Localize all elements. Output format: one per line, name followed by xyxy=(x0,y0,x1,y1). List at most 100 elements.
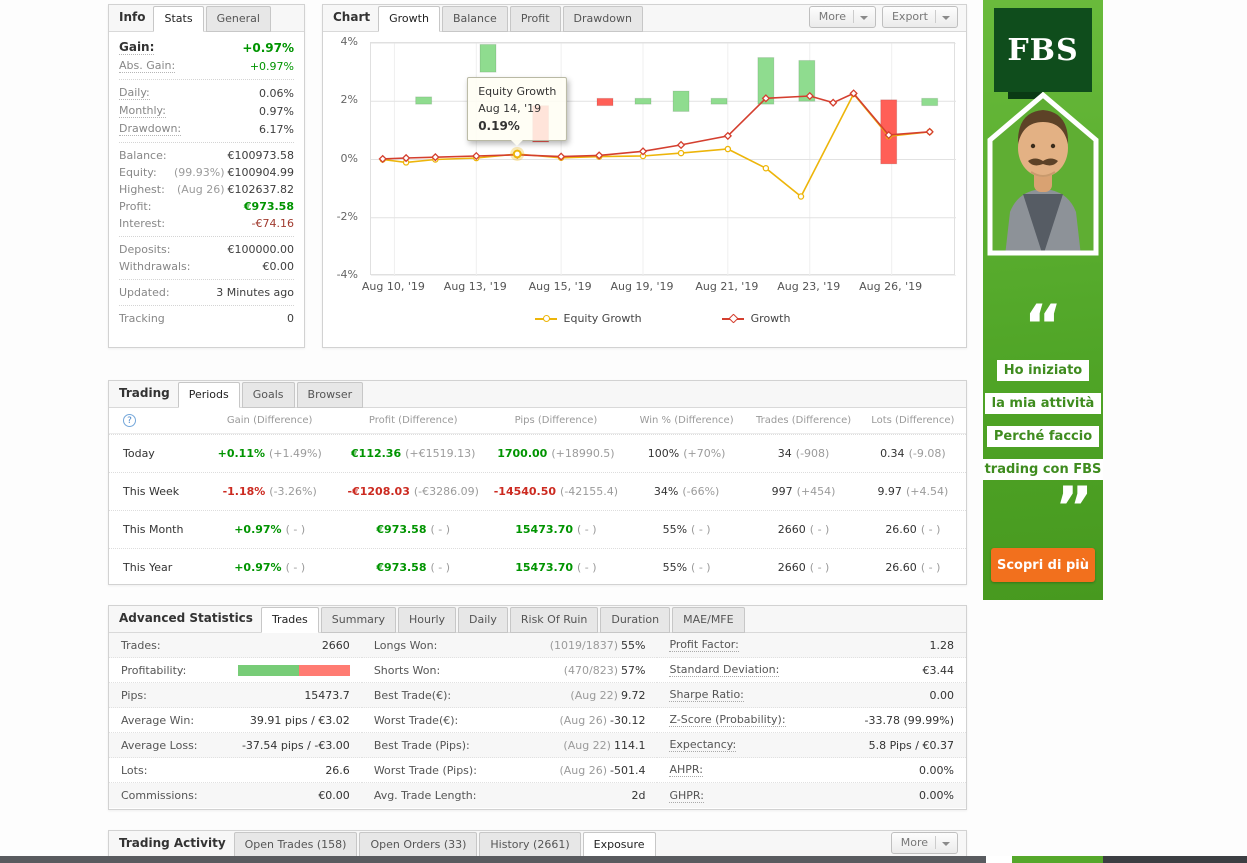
stat-label: Standard Deviation: xyxy=(669,663,780,677)
cell-diff: (+454) xyxy=(796,485,836,498)
tab-history[interactable]: History (2661) xyxy=(479,832,581,858)
advanced-statistics-panel: Advanced Statistics Trades Summary Hourl… xyxy=(108,605,967,810)
info-row-deposits: Deposits: €100000.00 xyxy=(119,241,294,258)
cell-value: 15473.70 xyxy=(515,523,574,536)
info-row-drawdown: Drawdown: 6.17% xyxy=(119,120,294,138)
stat-label: Trades: xyxy=(121,638,161,652)
info-value: 0 xyxy=(287,312,294,325)
stat-label: Expectancy: xyxy=(669,738,737,752)
info-panel: Info Stats General Gain: +0.97% Abs. Gai… xyxy=(108,4,305,348)
chart-panel-header: Chart Growth Balance Profit Drawdown Mor… xyxy=(323,5,966,32)
cell-value: 26.60 xyxy=(885,561,917,574)
stat-value: 0.00 xyxy=(929,688,954,702)
tab-general[interactable]: General xyxy=(205,6,271,32)
fbs-ad-banner[interactable]: FBS “ Ho iniziato la mia attività Perché… xyxy=(983,0,1103,600)
period-label: This Year xyxy=(123,561,173,574)
activity-panel-title: Trading Activity xyxy=(119,836,226,850)
tab-trades[interactable]: Trades xyxy=(260,607,319,633)
cell-value: +0.97% xyxy=(234,523,282,536)
ad-cta-button[interactable]: Scopri di più xyxy=(991,548,1095,582)
tab-mae-mfe[interactable]: MAE/MFE xyxy=(672,607,745,633)
stat-value: -37.54 pips / -€3.00 xyxy=(241,738,350,752)
profitability-bar-red xyxy=(299,664,350,676)
info-value: 3 Minutes ago xyxy=(216,286,294,299)
tab-profit[interactable]: Profit xyxy=(509,6,561,32)
trader-portrait-image xyxy=(987,92,1099,256)
stat-value: 39.91 pips / €3.02 xyxy=(249,713,350,727)
cell-diff: (+4.54) xyxy=(905,485,949,498)
y-axis-label: -2% xyxy=(336,209,358,223)
info-label: Monthly: xyxy=(119,104,166,118)
tab-growth[interactable]: Growth xyxy=(378,6,440,32)
stat-value: €0.00 xyxy=(318,789,350,802)
legend-equity-growth[interactable]: Equity Growth xyxy=(534,312,642,325)
advanced-row: Pips: 15473.7 Best Trade(€): (Aug 22) 9.72 … xyxy=(109,683,966,708)
growth-chart[interactable]: 4% 2% 0% -2% -4% Equity Growth Aug 14, '19 0… xyxy=(323,32,966,325)
advanced-row: Profitability: Shorts Won: (470/823) 57% S… xyxy=(109,658,966,683)
tab-duration[interactable]: Duration xyxy=(600,607,671,633)
tab-hourly[interactable]: Hourly xyxy=(397,607,457,633)
chart-export-button[interactable]: Export xyxy=(881,6,958,28)
y-axis-label: 2% xyxy=(340,93,358,107)
chart-x-axis: Aug 10, '19 Aug 13, '19 Aug 15, '19 Aug 19,… xyxy=(362,280,955,296)
tab-periods[interactable]: Periods xyxy=(177,382,240,408)
tab-risk-of-ruin[interactable]: Risk Of Ruin xyxy=(509,607,599,633)
tab-exposure[interactable]: Exposure xyxy=(582,832,656,858)
profitability-bar-green xyxy=(237,664,300,676)
ad-text-line: la mia attività xyxy=(984,393,1102,414)
tab-stats[interactable]: Stats xyxy=(153,6,204,32)
tooltip-date: Aug 14, '19 xyxy=(478,101,542,115)
info-value-muted: (99.93%) xyxy=(173,166,225,179)
cell-value: +0.11% xyxy=(217,447,265,460)
tab-drawdown[interactable]: Drawdown xyxy=(562,6,643,32)
cell-value: 26.60 xyxy=(885,523,917,536)
cell-value: €112.36 xyxy=(351,447,402,460)
info-row-interest: Interest: -€74.16 xyxy=(119,215,294,232)
stat-label: AHPR: xyxy=(669,763,703,777)
trading-panel-header: Trading Periods Goals Browser xyxy=(109,381,966,408)
info-label: Deposits: xyxy=(119,243,171,256)
activity-panel-header: Trading Activity Open Trades (158) Open … xyxy=(109,831,966,858)
trading-row-this-month: This Month +0.97%( - ) €973.58( - ) 1547… xyxy=(109,510,966,548)
cell-diff: (+18990.5) xyxy=(551,447,615,460)
ad-text-line: Ho iniziato xyxy=(996,360,1090,381)
x-axis-label: Aug 26, '19 xyxy=(859,280,923,293)
tab-open-trades[interactable]: Open Trades (158) xyxy=(233,832,358,858)
bottom-bar-green-block xyxy=(1012,856,1103,863)
stat-label: Worst Trade (Pips): xyxy=(373,763,477,777)
chart-more-button[interactable]: More xyxy=(808,6,876,28)
tab-summary[interactable]: Summary xyxy=(320,607,396,633)
advanced-panel-title: Advanced Statistics xyxy=(119,611,253,625)
activity-more-button[interactable]: More xyxy=(890,832,958,854)
legend-growth[interactable]: Growth xyxy=(721,312,790,325)
stat-label: Commissions: xyxy=(121,789,198,802)
tab-open-orders[interactable]: Open Orders (33) xyxy=(359,832,478,858)
cell-diff: (-66%) xyxy=(682,485,720,498)
stat-value: 26.6 xyxy=(325,763,350,777)
stat-value: (470/823) 57% xyxy=(563,663,646,677)
ad-text-line: Perché faccio xyxy=(986,426,1100,447)
stat-label: Profit Factor: xyxy=(669,638,739,652)
help-icon[interactable]: ? xyxy=(123,414,136,427)
tab-goals[interactable]: Goals xyxy=(241,382,295,408)
info-value: +0.97% xyxy=(242,40,294,55)
x-axis-label: Aug 10, '19 xyxy=(361,280,425,293)
chart-plot-area[interactable]: Equity Growth Aug 14, '19 0.19% xyxy=(370,42,956,276)
info-value: €100000.00 xyxy=(227,243,294,256)
chart-export-label: Export xyxy=(891,10,928,23)
cell-diff: (-42155.4) xyxy=(560,485,619,498)
tab-browser[interactable]: Browser xyxy=(296,382,364,408)
cell-value: 34 xyxy=(777,447,792,460)
divider xyxy=(119,305,294,306)
tab-daily[interactable]: Daily xyxy=(458,607,508,633)
info-value: (99.93%) €100904.99 xyxy=(173,166,294,179)
info-row-withdrawals: Withdrawals: €0.00 xyxy=(119,258,294,275)
chart-legend: Equity Growth Growth xyxy=(370,312,955,325)
cell-diff: (-€3286.09) xyxy=(413,485,479,498)
growth-chart-canvas[interactable] xyxy=(371,43,956,276)
tab-balance[interactable]: Balance xyxy=(441,6,508,32)
info-row-balance: Balance: €100973.58 xyxy=(119,147,294,164)
divider xyxy=(119,142,294,143)
tooltip-series-name: Equity Growth xyxy=(478,84,557,98)
